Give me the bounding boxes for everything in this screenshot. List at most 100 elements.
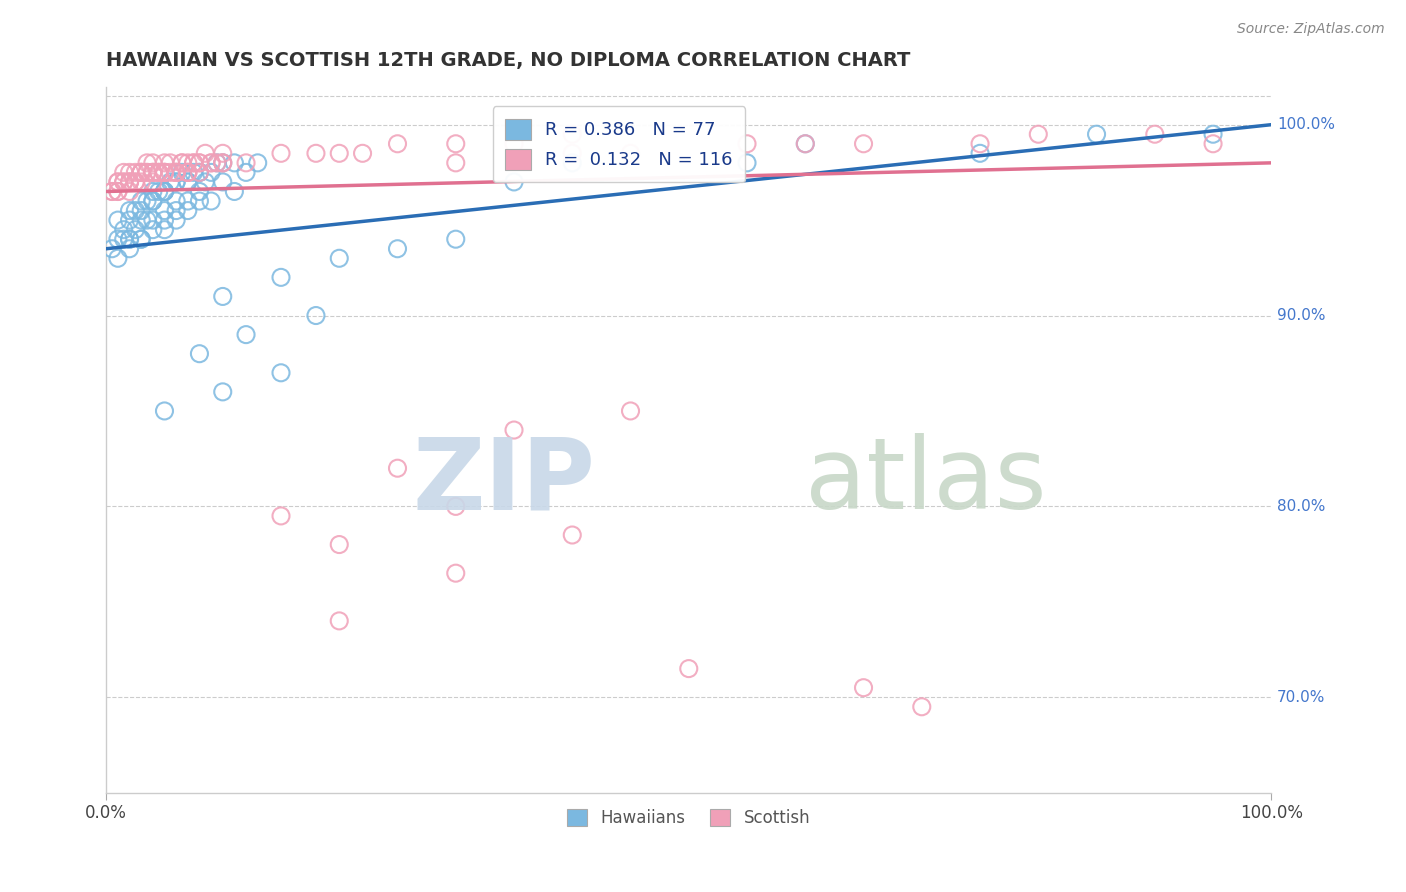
Point <box>328 537 350 551</box>
Point <box>177 156 200 170</box>
Point <box>211 175 233 189</box>
Point <box>619 146 641 161</box>
Point <box>444 500 467 514</box>
Point <box>188 165 211 179</box>
Point <box>177 165 200 179</box>
Point <box>200 194 222 208</box>
Point <box>153 165 176 179</box>
Point <box>153 185 176 199</box>
Point <box>1026 127 1049 141</box>
Y-axis label: 12th Grade, No Diploma: 12th Grade, No Diploma <box>0 339 8 541</box>
Point <box>194 175 217 189</box>
Point <box>794 136 817 151</box>
Point <box>305 146 328 161</box>
Text: 70.0%: 70.0% <box>1277 690 1326 705</box>
Point <box>107 175 129 189</box>
Point <box>153 185 176 199</box>
Point <box>561 156 583 170</box>
Point <box>124 175 146 189</box>
Point <box>159 175 181 189</box>
Point <box>235 156 257 170</box>
Point <box>211 289 233 303</box>
Point <box>118 213 141 227</box>
Point <box>235 165 257 179</box>
Point <box>503 175 526 189</box>
Point <box>153 165 176 179</box>
Point <box>129 175 152 189</box>
Point <box>270 508 292 523</box>
Point <box>1085 127 1108 141</box>
Point <box>270 146 292 161</box>
Point <box>735 136 758 151</box>
Point <box>153 185 176 199</box>
Point <box>136 165 159 179</box>
Point <box>444 232 467 246</box>
Point <box>142 194 165 208</box>
Point <box>129 165 152 179</box>
Point <box>211 156 233 170</box>
Point <box>148 165 170 179</box>
Point <box>107 175 129 189</box>
Point <box>177 165 200 179</box>
Point <box>328 614 350 628</box>
Point <box>142 175 165 189</box>
Point <box>136 156 159 170</box>
Point <box>177 165 200 179</box>
Point <box>224 185 246 199</box>
Point <box>129 165 152 179</box>
Point <box>1202 127 1225 141</box>
Point <box>200 156 222 170</box>
Point <box>118 165 141 179</box>
Point <box>270 366 292 380</box>
Point <box>224 156 246 170</box>
Point <box>129 165 152 179</box>
Point <box>328 252 350 266</box>
Point <box>211 146 233 161</box>
Point <box>142 213 165 227</box>
Point <box>328 146 350 161</box>
Point <box>235 327 257 342</box>
Point <box>165 175 187 189</box>
Point <box>148 165 170 179</box>
Point <box>183 156 205 170</box>
Point <box>142 165 165 179</box>
Point <box>107 185 129 199</box>
Point <box>118 175 141 189</box>
Point <box>129 232 152 246</box>
Point <box>101 242 124 256</box>
Text: 80.0%: 80.0% <box>1277 499 1326 514</box>
Point <box>211 156 233 170</box>
Point <box>142 165 165 179</box>
Point <box>142 194 165 208</box>
Point <box>503 136 526 151</box>
Point <box>118 175 141 189</box>
Text: atlas: atlas <box>806 434 1047 531</box>
Point <box>118 232 141 246</box>
Point <box>118 185 141 199</box>
Point <box>142 185 165 199</box>
Point <box>148 165 170 179</box>
Point <box>205 156 228 170</box>
Point <box>503 423 526 437</box>
Point <box>165 165 187 179</box>
Point <box>165 194 187 208</box>
Point <box>177 165 200 179</box>
Point <box>136 165 159 179</box>
Point <box>1143 127 1166 141</box>
Point <box>911 699 934 714</box>
Point <box>142 156 165 170</box>
Text: 90.0%: 90.0% <box>1277 308 1326 323</box>
Point <box>107 185 129 199</box>
Point <box>165 203 187 218</box>
Point <box>101 185 124 199</box>
Point <box>211 384 233 399</box>
Point <box>159 156 181 170</box>
Point <box>136 194 159 208</box>
Point <box>118 175 141 189</box>
Point <box>177 194 200 208</box>
Text: Source: ZipAtlas.com: Source: ZipAtlas.com <box>1237 22 1385 37</box>
Point <box>124 175 146 189</box>
Point <box>387 136 409 151</box>
Point <box>112 232 135 246</box>
Point <box>170 156 193 170</box>
